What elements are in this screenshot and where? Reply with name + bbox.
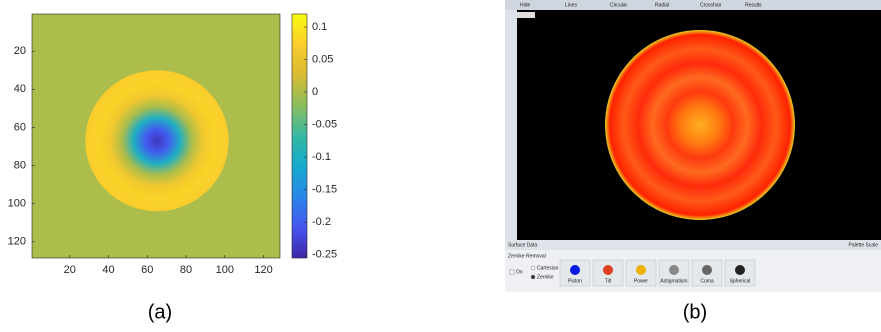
button-label: Astigmatism	[660, 278, 687, 284]
surface-map	[605, 30, 795, 220]
page: {"chart_data": {"type": "heatmap", "capt…	[0, 0, 881, 327]
status-bar	[505, 240, 881, 250]
button-label: Tilt	[605, 278, 612, 284]
x-tick-label: 100	[216, 264, 234, 276]
button-icon	[570, 265, 580, 275]
colorbar-tick-label: -0.1	[312, 151, 331, 163]
button-icon	[669, 265, 679, 275]
x-tick-label: 20	[64, 264, 76, 276]
y-tick-label: 40	[14, 83, 26, 95]
y-tick-label: 60	[14, 121, 26, 133]
mode-label: Zernike	[537, 274, 554, 280]
button-icon	[702, 265, 712, 275]
panel-a: 20 40 60 80 100 120 20 40 60 80 100 120 0.1 0.05 0 -0.0…	[8, 14, 337, 323]
on-label: On	[516, 269, 523, 275]
button-label: Spherical	[730, 278, 751, 284]
toolbar-item: Lines	[565, 2, 577, 8]
colorbar-tick-label: -0.2	[312, 216, 331, 228]
y-tick-label: 100	[8, 198, 26, 210]
toolbar	[505, 0, 881, 10]
colorbar-tick-label: -0.05	[312, 119, 337, 131]
colorbar-tick-label: 0.05	[312, 53, 333, 65]
x-tick-label: 120	[254, 264, 272, 276]
toolbar-item: Radial	[655, 2, 669, 8]
button-label: Piston	[568, 278, 582, 284]
button-icon	[636, 265, 646, 275]
colorbar-tick-label: -0.25	[312, 249, 337, 261]
button-icon	[603, 265, 613, 275]
heatmap-disk	[85, 70, 228, 211]
x-tick-label: 40	[102, 264, 114, 276]
radio	[531, 275, 535, 279]
y-tick-label: 120	[8, 236, 26, 248]
panel-b: Hide Lines Circular Radial Crosshair Results S…	[505, 0, 881, 323]
colorbar-tick-label: -0.15	[312, 184, 337, 196]
colorbar	[292, 14, 307, 258]
figure: 20 40 60 80 100 120 20 40 60 80 100 120 0.1 0.05 0 -0.0…	[0, 0, 881, 327]
y-tick-label: 80	[14, 159, 26, 171]
y-tick-label: 20	[14, 45, 26, 57]
toolbar-item: Results	[745, 2, 762, 8]
radio	[531, 266, 535, 270]
caption: (b)	[683, 301, 707, 323]
button-label: Power	[634, 278, 649, 284]
panel-title: Zernike Removal	[508, 253, 546, 259]
checkbox	[510, 270, 514, 274]
toolbar-item: Circular	[610, 2, 628, 8]
palette-text: Palette Scale	[849, 242, 879, 248]
button-label: Coma	[700, 278, 714, 284]
toolbar-item: Crosshair	[700, 2, 722, 8]
toolbar-item: Hide	[520, 2, 531, 8]
logo	[517, 12, 535, 18]
x-tick-label: 60	[141, 264, 153, 276]
side-toolbar	[505, 10, 517, 240]
x-tick-label: 80	[180, 264, 192, 276]
mode-label: Cartesian	[537, 265, 559, 271]
colorbar-tick-label: 0	[312, 86, 318, 98]
status-text: Surface Data	[508, 242, 537, 248]
colorbar-tick-label: 0.1	[312, 21, 327, 33]
button-icon	[735, 265, 745, 275]
caption: (a)	[148, 301, 172, 323]
